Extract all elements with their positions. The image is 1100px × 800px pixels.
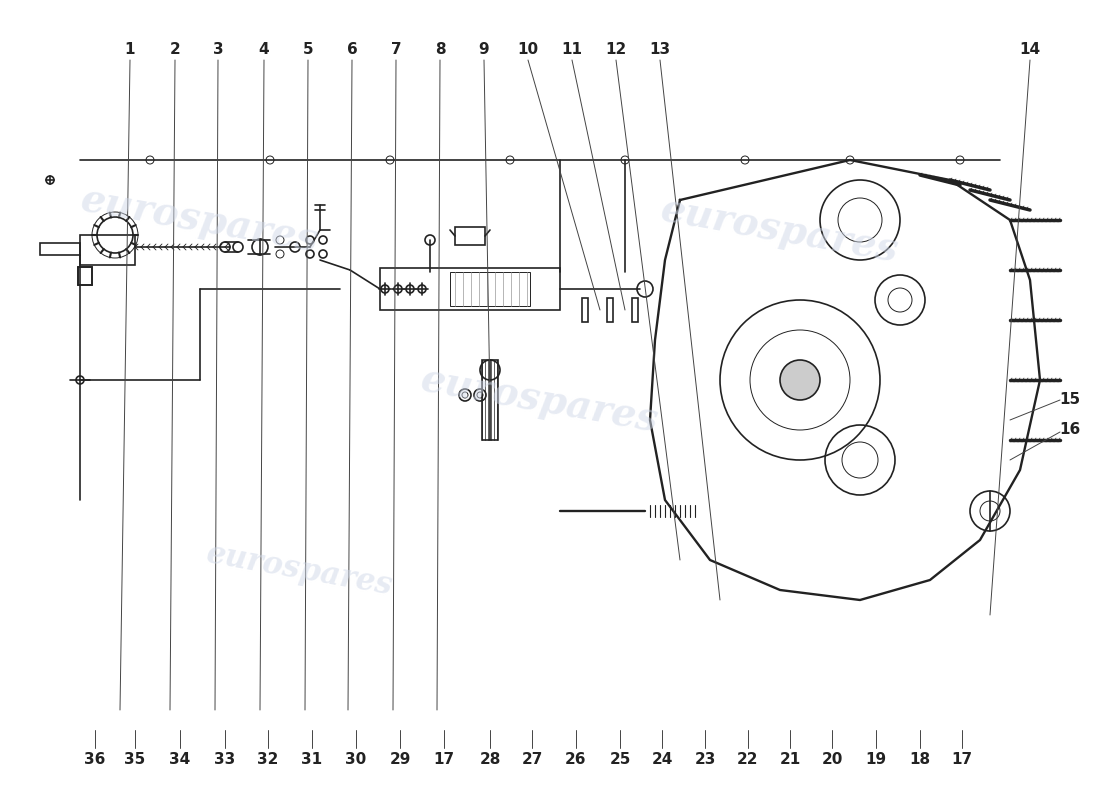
Text: 36: 36 <box>85 753 106 767</box>
Text: 25: 25 <box>609 753 630 767</box>
Circle shape <box>76 376 84 384</box>
Text: 32: 32 <box>257 753 278 767</box>
Text: 27: 27 <box>521 753 542 767</box>
Text: 30: 30 <box>345 753 366 767</box>
Bar <box>607 298 613 322</box>
Text: eurospares: eurospares <box>78 180 322 260</box>
Bar <box>482 360 498 440</box>
Text: 10: 10 <box>517 42 539 58</box>
Text: 12: 12 <box>605 42 627 58</box>
Text: 8: 8 <box>434 42 446 58</box>
Text: 9: 9 <box>478 42 490 58</box>
Text: eurospares: eurospares <box>205 538 396 602</box>
Text: eurospares: eurospares <box>418 360 662 440</box>
Bar <box>40 243 80 255</box>
Text: 23: 23 <box>694 753 716 767</box>
Text: 29: 29 <box>389 753 410 767</box>
Text: 26: 26 <box>565 753 586 767</box>
Text: 18: 18 <box>910 753 931 767</box>
Bar <box>78 267 92 285</box>
Text: 17: 17 <box>433 753 454 767</box>
Text: 17: 17 <box>952 753 972 767</box>
Bar <box>632 298 638 322</box>
Text: 15: 15 <box>1059 393 1080 407</box>
Text: 5: 5 <box>302 42 313 58</box>
Text: 35: 35 <box>124 753 145 767</box>
Bar <box>379 268 560 310</box>
Text: 31: 31 <box>301 753 322 767</box>
Circle shape <box>780 360 820 400</box>
Text: 22: 22 <box>737 753 759 767</box>
Text: 1: 1 <box>124 42 135 58</box>
Bar <box>582 298 588 322</box>
Text: 19: 19 <box>866 753 887 767</box>
Text: 6: 6 <box>346 42 358 58</box>
Text: 7: 7 <box>390 42 402 58</box>
Bar <box>80 235 135 265</box>
Bar <box>455 227 485 245</box>
Bar <box>450 272 530 306</box>
Text: 20: 20 <box>822 753 843 767</box>
Text: 28: 28 <box>480 753 501 767</box>
Text: 14: 14 <box>1020 42 1041 58</box>
Text: 34: 34 <box>169 753 190 767</box>
Text: 11: 11 <box>561 42 583 58</box>
Text: 21: 21 <box>780 753 801 767</box>
Text: 4: 4 <box>258 42 270 58</box>
Text: 13: 13 <box>649 42 671 58</box>
Text: 33: 33 <box>214 753 235 767</box>
Text: 2: 2 <box>169 42 180 58</box>
Text: 3: 3 <box>212 42 223 58</box>
Text: 24: 24 <box>651 753 673 767</box>
Text: 16: 16 <box>1059 422 1080 438</box>
Text: eurospares: eurospares <box>658 190 902 270</box>
